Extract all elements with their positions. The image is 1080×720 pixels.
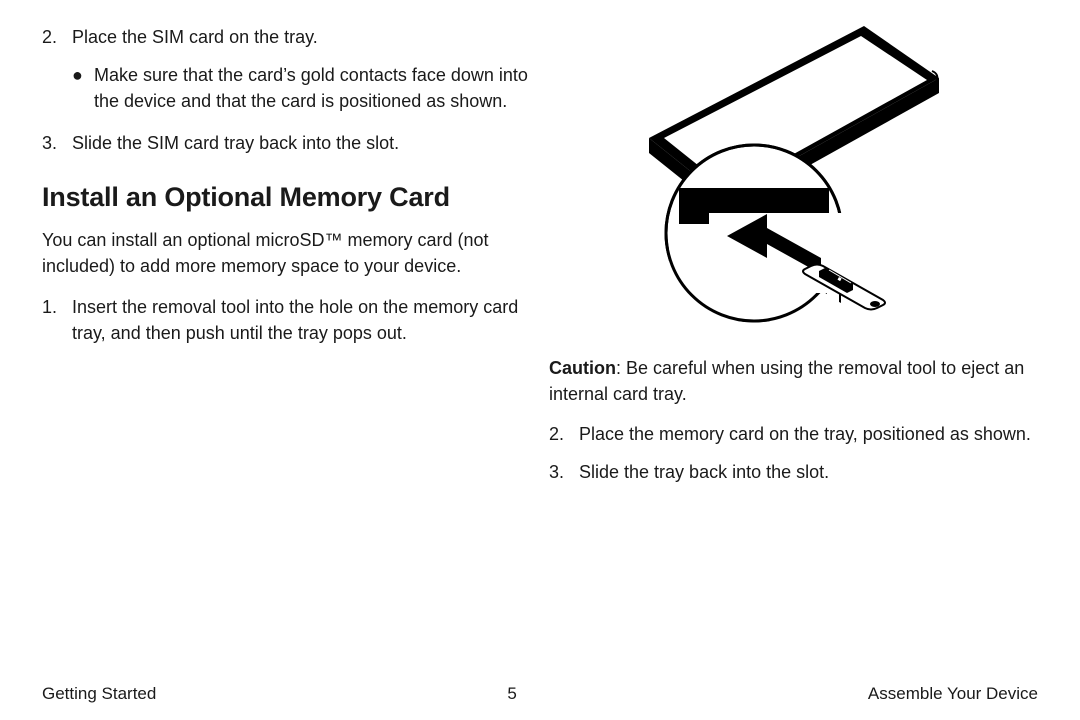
bullet-icon: ●: [72, 62, 94, 114]
memory-step-1: 1. Insert the removal tool into the hole…: [42, 294, 531, 346]
list-text: Slide the tray back into the slot.: [579, 459, 1038, 485]
list-text: Place the memory card on the tray, posit…: [579, 421, 1038, 447]
list-text: Slide the SIM card tray back into the sl…: [72, 130, 531, 156]
caution-label: Caution: [549, 358, 616, 378]
tablet-memory-card-diagram: [609, 18, 949, 328]
sim-step-3: 3. Slide the SIM card tray back into the…: [42, 130, 531, 156]
right-column: Caution: Be careful when using the remov…: [549, 24, 1038, 497]
memory-step-2: 2. Place the memory card on the tray, po…: [549, 421, 1038, 447]
footer-page-number: 5: [507, 684, 516, 704]
caution-paragraph: Caution: Be careful when using the remov…: [549, 355, 1038, 407]
manual-page: 2. Place the SIM card on the tray. ● Mak…: [0, 0, 1080, 720]
list-number: 3.: [549, 459, 579, 485]
two-column-layout: 2. Place the SIM card on the tray. ● Mak…: [42, 24, 1038, 497]
sim-step-2: 2. Place the SIM card on the tray.: [42, 24, 531, 50]
list-number: 3.: [42, 130, 72, 156]
section-intro: You can install an optional microSD™ mem…: [42, 227, 531, 279]
left-column: 2. Place the SIM card on the tray. ● Mak…: [42, 24, 531, 497]
sim-step-2-bullet: ● Make sure that the card’s gold contact…: [72, 62, 531, 114]
list-number: 2.: [549, 421, 579, 447]
footer-right: Assemble Your Device: [868, 684, 1038, 704]
list-text: Insert the removal tool into the hole on…: [72, 294, 531, 346]
caution-text: : Be careful when using the removal tool…: [549, 358, 1024, 404]
footer-left: Getting Started: [42, 684, 156, 704]
bullet-text: Make sure that the card’s gold contacts …: [94, 62, 531, 114]
list-number: 2.: [42, 24, 72, 50]
memory-step-3: 3. Slide the tray back into the slot.: [549, 459, 1038, 485]
list-number: 1.: [42, 294, 72, 346]
section-heading: Install an Optional Memory Card: [42, 182, 531, 213]
page-footer: Getting Started 5 Assemble Your Device: [42, 684, 1038, 704]
list-text: Place the SIM card on the tray.: [72, 24, 531, 50]
